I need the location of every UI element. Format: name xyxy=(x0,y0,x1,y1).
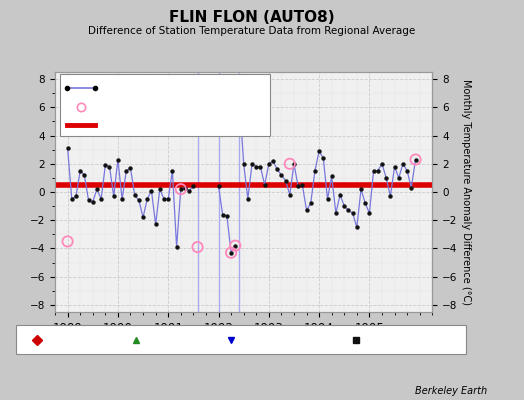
Text: Difference from Regional Average: Difference from Regional Average xyxy=(100,84,253,93)
Y-axis label: Monthly Temperature Anomaly Difference (°C): Monthly Temperature Anomaly Difference (… xyxy=(461,79,471,305)
Point xyxy=(411,156,420,163)
Point xyxy=(227,250,235,256)
Text: Station Move: Station Move xyxy=(48,335,108,344)
Point xyxy=(63,238,72,245)
Text: Berkeley Earth: Berkeley Earth xyxy=(415,386,487,396)
Text: Empirical Break: Empirical Break xyxy=(368,335,439,344)
Point xyxy=(193,244,202,250)
Text: Difference of Station Temperature Data from Regional Average: Difference of Station Temperature Data f… xyxy=(88,26,415,36)
Point xyxy=(177,186,185,192)
Text: Estimated Station Mean Bias: Estimated Station Mean Bias xyxy=(100,121,230,130)
Text: FLIN FLON (AUTO8): FLIN FLON (AUTO8) xyxy=(169,10,334,25)
Point xyxy=(286,160,294,167)
Text: Record Gap: Record Gap xyxy=(148,335,200,344)
Text: Quality Control Failed: Quality Control Failed xyxy=(100,102,197,111)
Text: Time of Obs. Change: Time of Obs. Change xyxy=(242,335,336,344)
Point xyxy=(231,242,239,249)
